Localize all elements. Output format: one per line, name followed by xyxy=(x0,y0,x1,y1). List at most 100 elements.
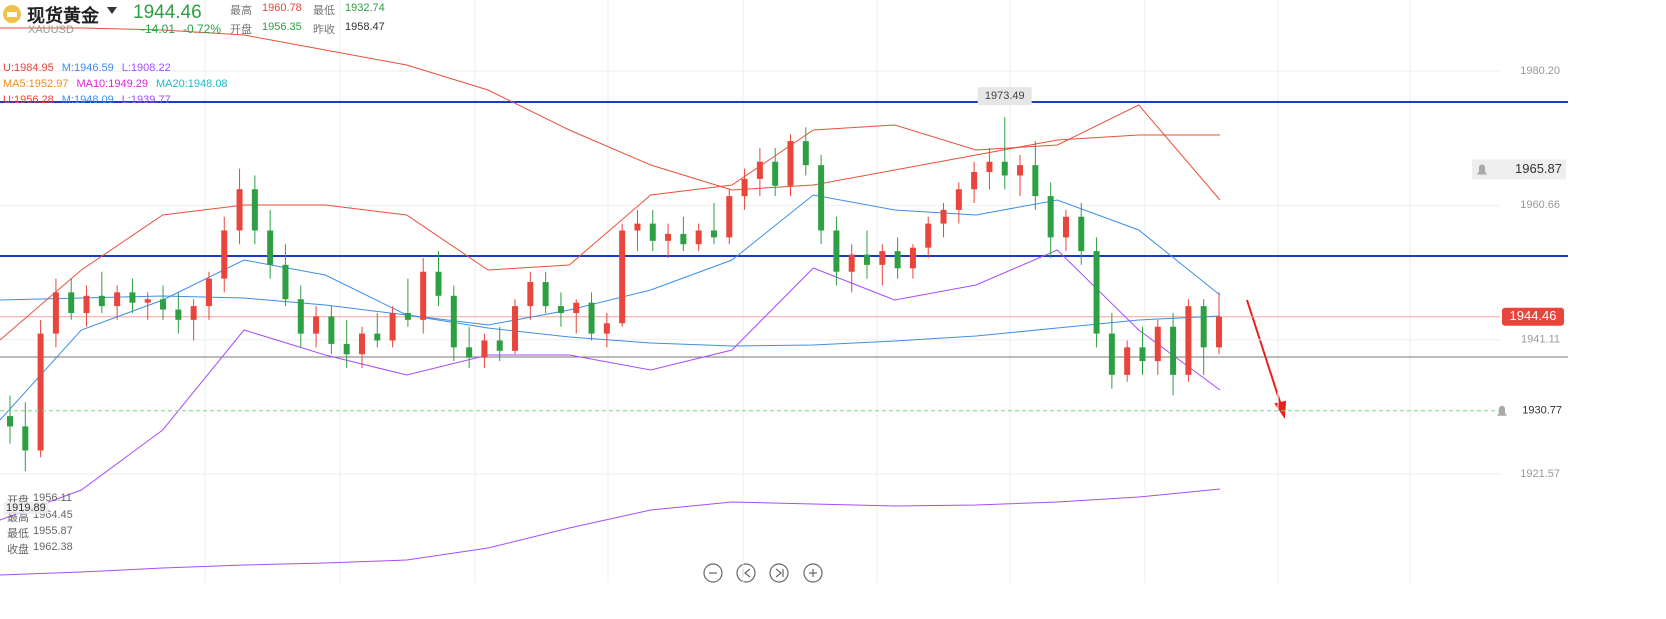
candle-body xyxy=(7,416,13,427)
indicator-value: M:1948.09 xyxy=(61,94,114,106)
indicator-value: MA5:1952.97 xyxy=(3,78,69,90)
candle-body xyxy=(940,209,947,224)
candle-body xyxy=(512,306,519,351)
last-price: 1944.46 xyxy=(133,2,202,23)
indicator-value: MA10:1949.29 xyxy=(76,78,148,90)
candle-body xyxy=(1001,161,1008,176)
indicator-value: L:1939.77 xyxy=(121,94,171,106)
candle-body xyxy=(190,306,197,320)
candle-body xyxy=(175,309,182,320)
candle-body xyxy=(741,178,748,197)
tooltip-label: 收盘 xyxy=(7,544,29,556)
change-pct: -0.72% xyxy=(183,22,222,36)
candle-body xyxy=(466,347,473,358)
candle-body xyxy=(435,271,442,296)
indicator-line xyxy=(0,295,1221,347)
candle-body xyxy=(909,247,916,269)
stat-label: 最高 xyxy=(230,5,252,17)
candle-body xyxy=(649,223,656,241)
candle-body xyxy=(358,333,365,355)
stat-value: 1956.35 xyxy=(262,21,302,33)
candle-body xyxy=(251,189,258,231)
alert-label: 1930.77 xyxy=(1522,405,1562,417)
candle-body xyxy=(297,299,304,334)
scroll-end[interactable] xyxy=(769,563,789,583)
candle-body xyxy=(343,343,350,355)
candle-body xyxy=(1078,216,1085,252)
candle-body xyxy=(205,278,212,307)
candle-body xyxy=(879,251,886,265)
arrow-annotation xyxy=(1246,299,1287,419)
candle-body xyxy=(389,312,396,341)
indicator-line xyxy=(0,488,1221,576)
tooltip-label: 最高 xyxy=(7,512,29,524)
high-label-box xyxy=(977,87,1032,106)
candle-body xyxy=(802,141,809,166)
candle-body xyxy=(236,189,243,231)
stat-value: 1960.78 xyxy=(262,2,302,14)
candle-body xyxy=(864,254,871,265)
instrument-name[interactable]: 现货黄金 xyxy=(27,6,99,26)
candle-body xyxy=(756,161,763,179)
candle-body xyxy=(665,233,672,241)
candle-body xyxy=(955,189,962,210)
candle-body xyxy=(695,230,702,245)
y-tick-label: 1960.66 xyxy=(1520,199,1560,211)
indicator-value: U:1984.95 xyxy=(3,62,54,74)
candle-body xyxy=(404,312,411,320)
scroll-start[interactable] xyxy=(736,563,756,583)
candle-body xyxy=(986,161,993,173)
candle-body xyxy=(1154,326,1161,362)
candle-body xyxy=(374,333,381,341)
candle-body xyxy=(848,254,855,272)
candle-body xyxy=(52,292,59,334)
stat-label: 开盘 xyxy=(230,24,252,36)
candle-body xyxy=(83,295,90,313)
candle-body xyxy=(710,230,717,238)
candle-body xyxy=(542,282,549,307)
candle-body xyxy=(527,282,534,307)
alert-bell xyxy=(1477,164,1487,175)
candle-body xyxy=(833,230,840,272)
candle-body xyxy=(818,165,825,231)
alert-bell xyxy=(1497,405,1507,416)
candle-body xyxy=(619,230,626,324)
indicator-value: MA20:1948.08 xyxy=(156,78,228,90)
y-tick-label: 1921.57 xyxy=(1520,468,1560,480)
candle-body xyxy=(1062,216,1069,238)
candle-body xyxy=(1032,165,1039,197)
candle-body xyxy=(129,292,136,303)
indicator-value: M:1946.59 xyxy=(61,62,114,74)
candle-body xyxy=(221,230,228,279)
tooltip-value: 1956.11 xyxy=(33,492,72,504)
zoom-controls xyxy=(703,563,823,583)
candle-body xyxy=(481,340,488,358)
dropdown-arrow[interactable] xyxy=(107,7,117,15)
symbol: XAUUSD xyxy=(28,24,74,36)
candle-body xyxy=(588,302,595,334)
candle-body xyxy=(925,223,932,248)
tooltip-label: 最低 xyxy=(7,528,29,540)
candle-body xyxy=(267,230,274,265)
last-price-label: 1944.46 xyxy=(1510,308,1557,323)
stat-value: 1932.74 xyxy=(345,2,385,14)
tooltip-value: 1962.38 xyxy=(33,541,73,553)
candle-body xyxy=(144,299,151,303)
candle-body xyxy=(1216,316,1222,348)
zoom-out[interactable] xyxy=(703,563,723,583)
crosshair-price: 1919.89 xyxy=(4,502,48,514)
candle-body xyxy=(787,141,794,186)
candle-body xyxy=(1108,333,1115,375)
zoom-in[interactable] xyxy=(803,563,823,583)
candle-body xyxy=(282,264,289,300)
indicator-line xyxy=(0,249,1221,521)
gold-icon xyxy=(3,5,21,23)
candle-body xyxy=(573,302,580,313)
indicator-value: U:1956.28 xyxy=(3,94,54,106)
candle-body xyxy=(22,426,29,451)
alert-label: 1965.87 xyxy=(1515,161,1562,176)
change: -14.01 xyxy=(141,22,176,36)
candle-body xyxy=(328,316,335,344)
candle-body xyxy=(160,299,167,310)
